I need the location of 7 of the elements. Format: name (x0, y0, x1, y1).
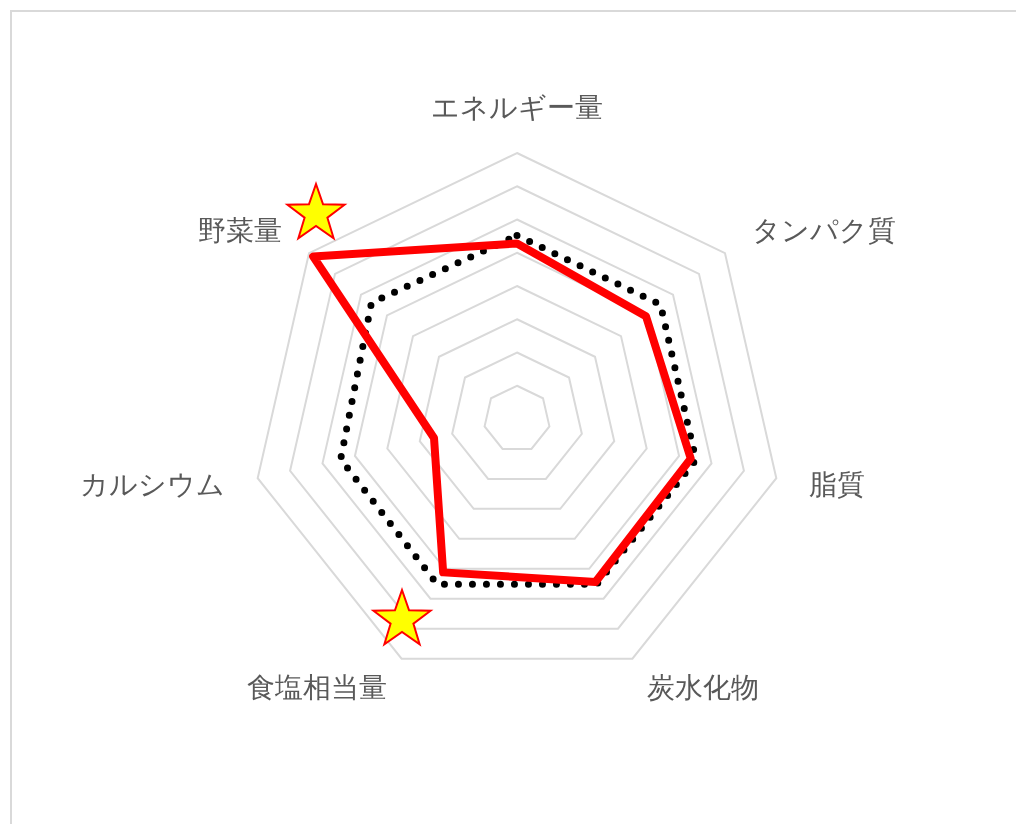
spoke-label: 食塩相当量 (246, 671, 387, 705)
spoke-label: 炭水化物 (647, 671, 760, 705)
spoke-label: エネルギー量 (431, 91, 603, 124)
spoke-label: カルシウム (79, 467, 225, 501)
spoke-label: 脂質 (809, 467, 866, 501)
spoke-label: タンパク質 (751, 213, 896, 247)
spoke-label: 野菜量 (198, 213, 283, 247)
